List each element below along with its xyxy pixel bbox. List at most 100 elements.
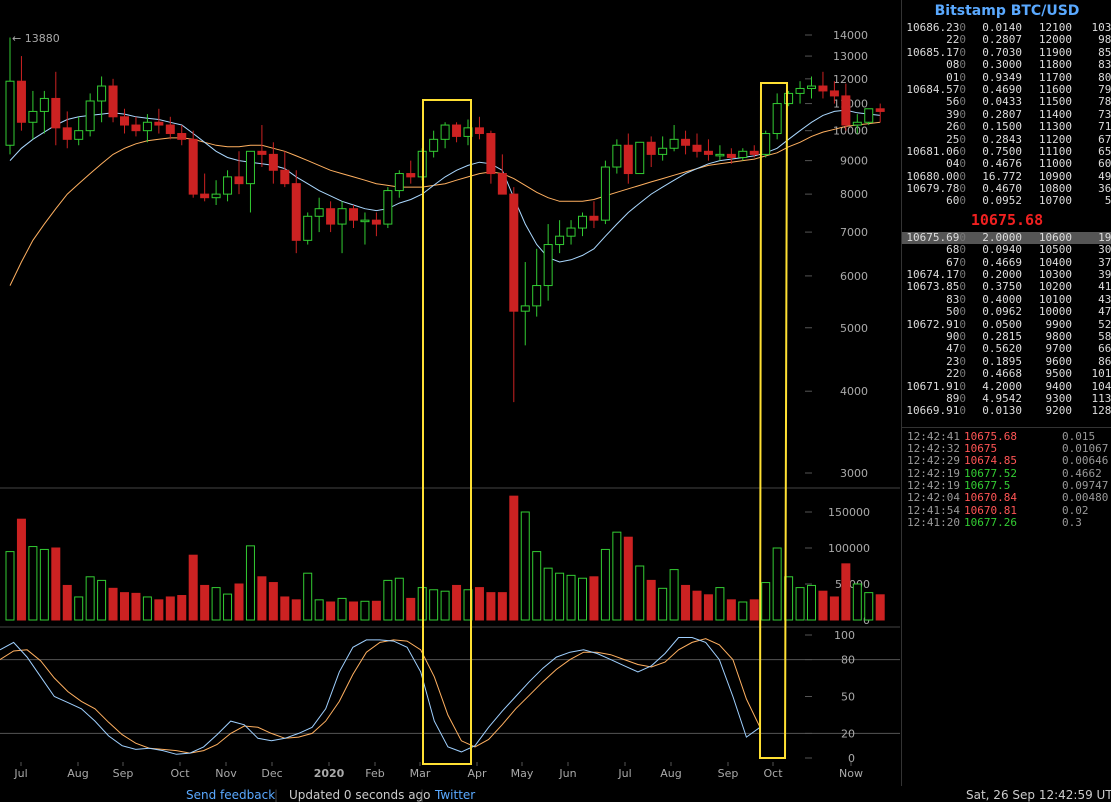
order-price: 10671.910 — [906, 379, 966, 393]
candle-body — [486, 133, 496, 175]
order-book-row: 10669.910 0.0130 9200 1289 — [902, 404, 1111, 417]
price-level: 11800 — [1038, 58, 1072, 72]
stoch-tick-label: 100 — [834, 629, 855, 642]
send-feedback-link[interactable]: Send feedback — [186, 788, 276, 802]
month-label: Oct — [763, 767, 783, 780]
price-level: 11600 — [1038, 82, 1072, 96]
volume-bar — [188, 554, 198, 621]
price-level: 10300 — [1038, 268, 1072, 282]
candle-body — [784, 92, 794, 105]
month-label: Sep — [718, 767, 739, 780]
order-volume: 0.4670 — [982, 182, 1022, 196]
order-price-value: 39 — [946, 107, 960, 121]
order-price-sub: 0 — [959, 107, 966, 121]
cumulative-volume: 1047 — [1091, 379, 1111, 393]
order-book-row: 080 0.3000 11800 830 — [902, 58, 1111, 72]
volume-bar — [200, 584, 210, 621]
order-book-panel: Bitstamp BTC/USD 10686.230 0.0140 12100 103… — [901, 0, 1111, 786]
price-level: 10100 — [1038, 292, 1072, 306]
trade-time: 12:41:54 — [907, 503, 960, 517]
volume-bar — [589, 576, 599, 621]
order-price: 220 — [906, 34, 966, 46]
trade-row: 12:42:04 10670.84 0.00480 — [902, 491, 1111, 504]
candle-body — [97, 85, 107, 102]
month-label: Nov — [215, 767, 237, 780]
candle-body — [818, 85, 828, 92]
volume-bar — [165, 596, 175, 621]
order-price-value: 08 — [946, 58, 960, 72]
cumulative-volume: 1033 — [1091, 21, 1111, 34]
price-level: 10200 — [1038, 280, 1072, 294]
candle-body — [349, 208, 358, 221]
price-level: 10400 — [1038, 255, 1072, 269]
order-book-row: 040 0.4676 11000 601 — [902, 157, 1111, 170]
last-price: 10675.68 — [970, 210, 1044, 229]
price-level: 12100 — [1038, 21, 1072, 34]
order-price-value: 22 — [946, 367, 960, 381]
candle-body — [807, 85, 816, 89]
candle-body — [39, 97, 49, 112]
cumulative-volume: 855 — [1098, 45, 1111, 59]
order-volume: 16.772 — [982, 169, 1022, 183]
candle-body — [681, 138, 691, 146]
volume-bar — [51, 547, 61, 621]
volume-bar — [223, 593, 233, 621]
order-price-sub: 0 — [959, 182, 966, 196]
order-price: 600 — [906, 195, 966, 207]
order-price-sub: 0 — [959, 317, 966, 331]
candle-body — [566, 227, 576, 237]
candle-body — [131, 124, 141, 132]
order-price-value: 10674.17 — [906, 268, 960, 282]
cumulative-volume: 478 — [1098, 305, 1111, 319]
volume-bar — [142, 596, 152, 621]
candle-body — [5, 80, 15, 146]
volume-bar — [852, 583, 862, 621]
candle-body — [829, 90, 839, 97]
order-price-sub: 0 — [959, 70, 966, 84]
twitter-link[interactable]: Twitter — [435, 788, 476, 802]
order-price: 10675.690 — [906, 231, 966, 244]
candle-body — [268, 153, 278, 171]
candle-body — [612, 144, 622, 168]
order-price-value: 50 — [946, 305, 960, 319]
candle-body — [440, 124, 450, 140]
volume-bar — [406, 597, 416, 621]
trade-time: 12:42:29 — [907, 454, 960, 468]
volume-bar — [749, 599, 759, 621]
order-price: 890 — [906, 391, 966, 405]
price-chart[interactable]: 14000 13000 12000 11000 10000 9000 8000 7000 600… — [0, 0, 900, 786]
order-price-value: 26 — [946, 120, 960, 134]
volume-bar — [509, 495, 519, 621]
price-level: 11200 — [1038, 132, 1072, 146]
stoch-tick-label: 80 — [841, 654, 855, 667]
volume-bar — [349, 601, 358, 621]
trade-time: 12:42:19 — [907, 466, 960, 480]
order-price-sub: 0 — [959, 21, 966, 34]
volume-bar — [234, 583, 244, 621]
candle-body — [852, 121, 862, 126]
cumulative-volume: 795 — [1098, 82, 1111, 96]
cumulative-volume: 520 — [1098, 317, 1111, 331]
trade-price: 10670.81 — [964, 503, 1017, 517]
order-volume: 2.0000 — [982, 230, 1022, 244]
trade-price: 10677.26 — [964, 515, 1017, 529]
chart-area[interactable]: 14000 13000 12000 11000 10000 9000 8000 7000 600… — [0, 0, 900, 786]
order-price-value: 89 — [946, 391, 960, 405]
volume-bar — [497, 592, 507, 621]
candle-body — [772, 103, 782, 135]
order-book-row: 220 0.4668 9500 1013 — [902, 367, 1111, 381]
month-label: 2020 — [314, 767, 345, 780]
cumulative-volume: 800 — [1098, 70, 1111, 84]
order-volume: 0.2815 — [982, 329, 1022, 343]
cumulative-volume: 371 — [1098, 255, 1111, 269]
order-price-sub: 0 — [959, 342, 966, 356]
volume-bar — [875, 594, 885, 621]
order-book-row: 470 0.5620 9700 661 — [902, 342, 1111, 355]
cumulative-volume: 585 — [1098, 329, 1111, 343]
order-price-sub: 0 — [959, 379, 966, 393]
candle-body — [875, 108, 885, 112]
volume-bar — [268, 582, 278, 621]
order-volume: 0.1500 — [982, 120, 1022, 134]
month-label: Dec — [261, 767, 282, 780]
order-price: 470 — [906, 343, 966, 355]
